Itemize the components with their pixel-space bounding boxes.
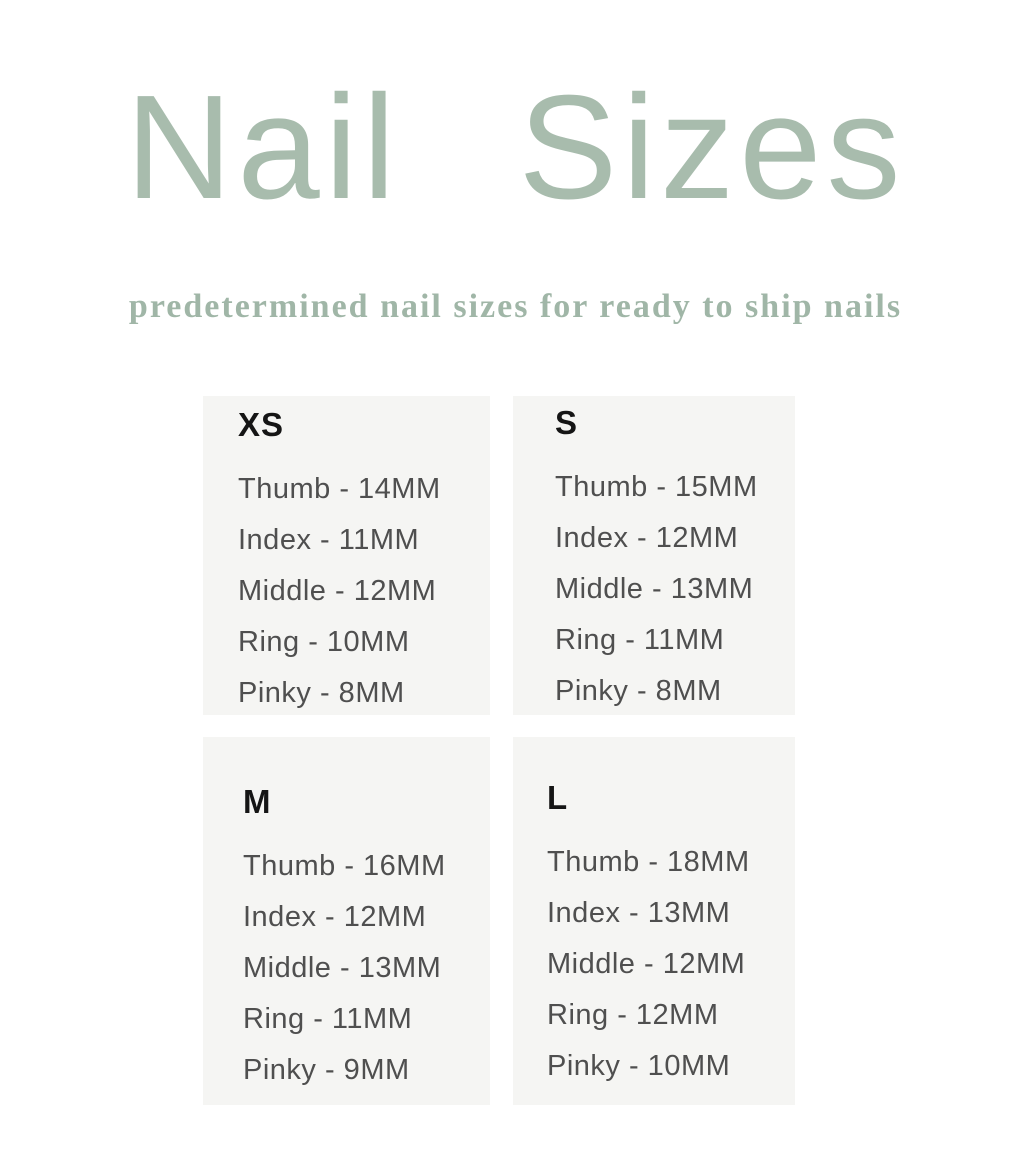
size-row: Middle - 12MM xyxy=(547,948,746,980)
size-row: Index - 12MM xyxy=(243,901,427,933)
size-row-list: Thumb - 14MM Index - 11MM Middle - 12MM Rin… xyxy=(238,464,490,719)
size-row: Thumb - 14MM xyxy=(238,473,441,505)
size-panel-m: M Thumb - 16MM Index - 12MM Middle - 13MM R… xyxy=(203,737,490,1105)
size-row: Index - 11MM xyxy=(238,524,420,556)
size-row: Pinky - 8MM xyxy=(555,675,722,707)
size-panel-s: S Thumb - 15MM Index - 12MM Middle - 13MM R… xyxy=(513,396,795,715)
size-row: Pinky - 9MM xyxy=(243,1054,410,1086)
size-row: Middle - 12MM xyxy=(238,575,437,607)
size-panel-label: S xyxy=(555,404,579,441)
page-subtitle: predetermined nail sizes for ready to sh… xyxy=(128,288,903,325)
size-row-list: Thumb - 15MM Index - 12MM Middle - 13MM Rin… xyxy=(555,462,795,717)
size-panel-xs: XS Thumb - 14MM Index - 11MM Middle - 12MM… xyxy=(203,396,490,715)
size-row: Thumb - 18MM xyxy=(547,846,750,878)
size-row: Thumb - 16MM xyxy=(243,850,446,882)
size-row-list: Thumb - 16MM Index - 12MM Middle - 13MM Rin… xyxy=(243,841,490,1096)
size-row: Thumb - 15MM xyxy=(555,471,758,503)
size-panel-label: L xyxy=(547,779,569,816)
size-panel-label: XS xyxy=(238,406,285,443)
size-row: Ring - 11MM xyxy=(555,624,725,656)
size-row: Middle - 13MM xyxy=(243,952,442,984)
size-panel-l: L Thumb - 18MM Index - 13MM Middle - 12MM R… xyxy=(513,737,795,1105)
size-row: Middle - 13MM xyxy=(555,573,754,605)
size-row: Pinky - 10MM xyxy=(547,1050,731,1082)
size-row: Ring - 10MM xyxy=(238,626,410,658)
size-row: Index - 13MM xyxy=(547,897,731,929)
size-row: Pinky - 8MM xyxy=(238,677,405,709)
size-row: Index - 12MM xyxy=(555,522,739,554)
size-row: Ring - 12MM xyxy=(547,999,719,1031)
size-panel-label: M xyxy=(243,783,272,820)
size-row: Ring - 11MM xyxy=(243,1003,413,1035)
page-title: Nail Sizes xyxy=(125,65,906,230)
size-row-list: Thumb - 18MM Index - 13MM Middle - 12MM Rin… xyxy=(547,837,795,1092)
